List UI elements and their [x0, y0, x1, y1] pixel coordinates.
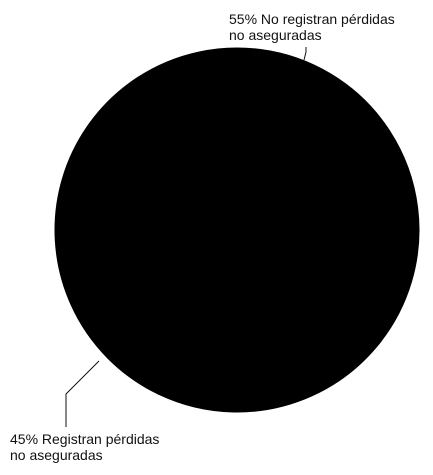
pie-slices [54, 47, 420, 413]
leader-line-no-registran [303, 47, 307, 61]
slice-label-no-registran: 55% No registran pérdidas no aseguradas [229, 11, 395, 43]
leader-line-registran [65, 360, 100, 427]
pie-slice-1 [54, 47, 262, 396]
slice-label-registran-line1: 45% Registran pérdidas [10, 431, 160, 447]
slice-label-registran-line2: no aseguradas [10, 447, 103, 463]
slice-label-registran: 45% Registran pérdidas no aseguradas [10, 431, 159, 463]
pie-slice-0 [158, 48, 420, 413]
slice-label-no-registran-line2: no aseguradas [229, 27, 322, 43]
slice-label-no-registran-line1: 55% No registran pérdidas [229, 11, 395, 27]
leader-lines [65, 47, 307, 427]
